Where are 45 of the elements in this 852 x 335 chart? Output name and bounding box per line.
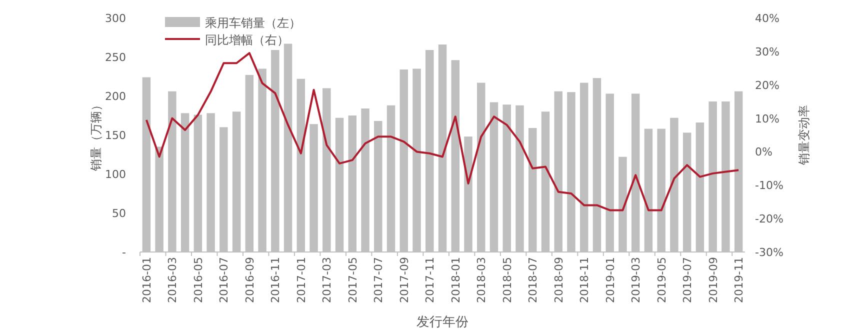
legend-label: 乘用车销量（左） — [205, 16, 301, 30]
x-axis-title: 发行年份 — [416, 315, 468, 330]
x-tick-label: 2017-01 — [294, 257, 308, 303]
y-tick-label: 300 — [105, 12, 126, 25]
x-tick-label: 2019-01 — [604, 257, 617, 303]
x-tick-label: 2016-07 — [218, 257, 231, 303]
y-tick-label: 100 — [105, 168, 126, 181]
y2-tick-label: -20% — [755, 212, 784, 226]
y-tick-label: - — [122, 246, 126, 259]
y2-tick-label: 20% — [755, 78, 780, 92]
x-tick-label: 2018-09 — [552, 257, 566, 303]
y2-tick-label: 0% — [755, 146, 772, 159]
y-tick-label: 250 — [105, 51, 126, 64]
x-tick-label: 2017-07 — [372, 257, 386, 303]
x-tick-label: 2017-09 — [398, 257, 411, 303]
y2-tick-label: -30% — [755, 246, 784, 259]
line-series — [145, 52, 740, 212]
x-tick-label: 2019-07 — [681, 257, 694, 303]
x-tick-label: 2019-05 — [655, 257, 668, 303]
x-tick-label: 2018-07 — [526, 257, 540, 303]
x-tick-label: 2018-05 — [500, 257, 514, 303]
x-tick-label: 2016-01 — [140, 257, 154, 303]
x-tick-label: 2018-11 — [578, 257, 592, 303]
x-tick-label: 2017-03 — [320, 257, 334, 303]
y-tick-label: 50 — [112, 207, 126, 220]
y-axis-title: 销量（万辆） — [89, 99, 103, 172]
y2-tick-label: -10% — [755, 179, 784, 192]
x-tick-label: 2017-11 — [424, 257, 437, 303]
x-tick-label: 2019-03 — [630, 257, 643, 303]
x-tick-label: 2018-01 — [449, 257, 462, 303]
x-tick-label: 2016-03 — [166, 257, 180, 303]
legend-label: 同比增幅（右） — [205, 33, 289, 47]
y2-tick-label: 30% — [755, 45, 780, 58]
y2-axis-title: 销量变动率 — [797, 105, 811, 166]
y-tick-label: 200 — [105, 90, 126, 103]
x-tick-label: 2018-03 — [475, 257, 488, 303]
x-tick-label: 2019-11 — [732, 257, 746, 303]
y2-tick-label: 40% — [755, 12, 780, 25]
y-tick-label: 150 — [105, 129, 126, 142]
x-tick-label: 2017-05 — [346, 257, 360, 303]
x-tick-label: 2016-09 — [243, 257, 256, 303]
x-tick-label: 2019-09 — [706, 257, 720, 303]
x-tick-label: 2016-05 — [192, 257, 205, 303]
y2-tick-label: 10% — [755, 112, 780, 126]
x-tick-label: 2016-11 — [269, 257, 282, 303]
